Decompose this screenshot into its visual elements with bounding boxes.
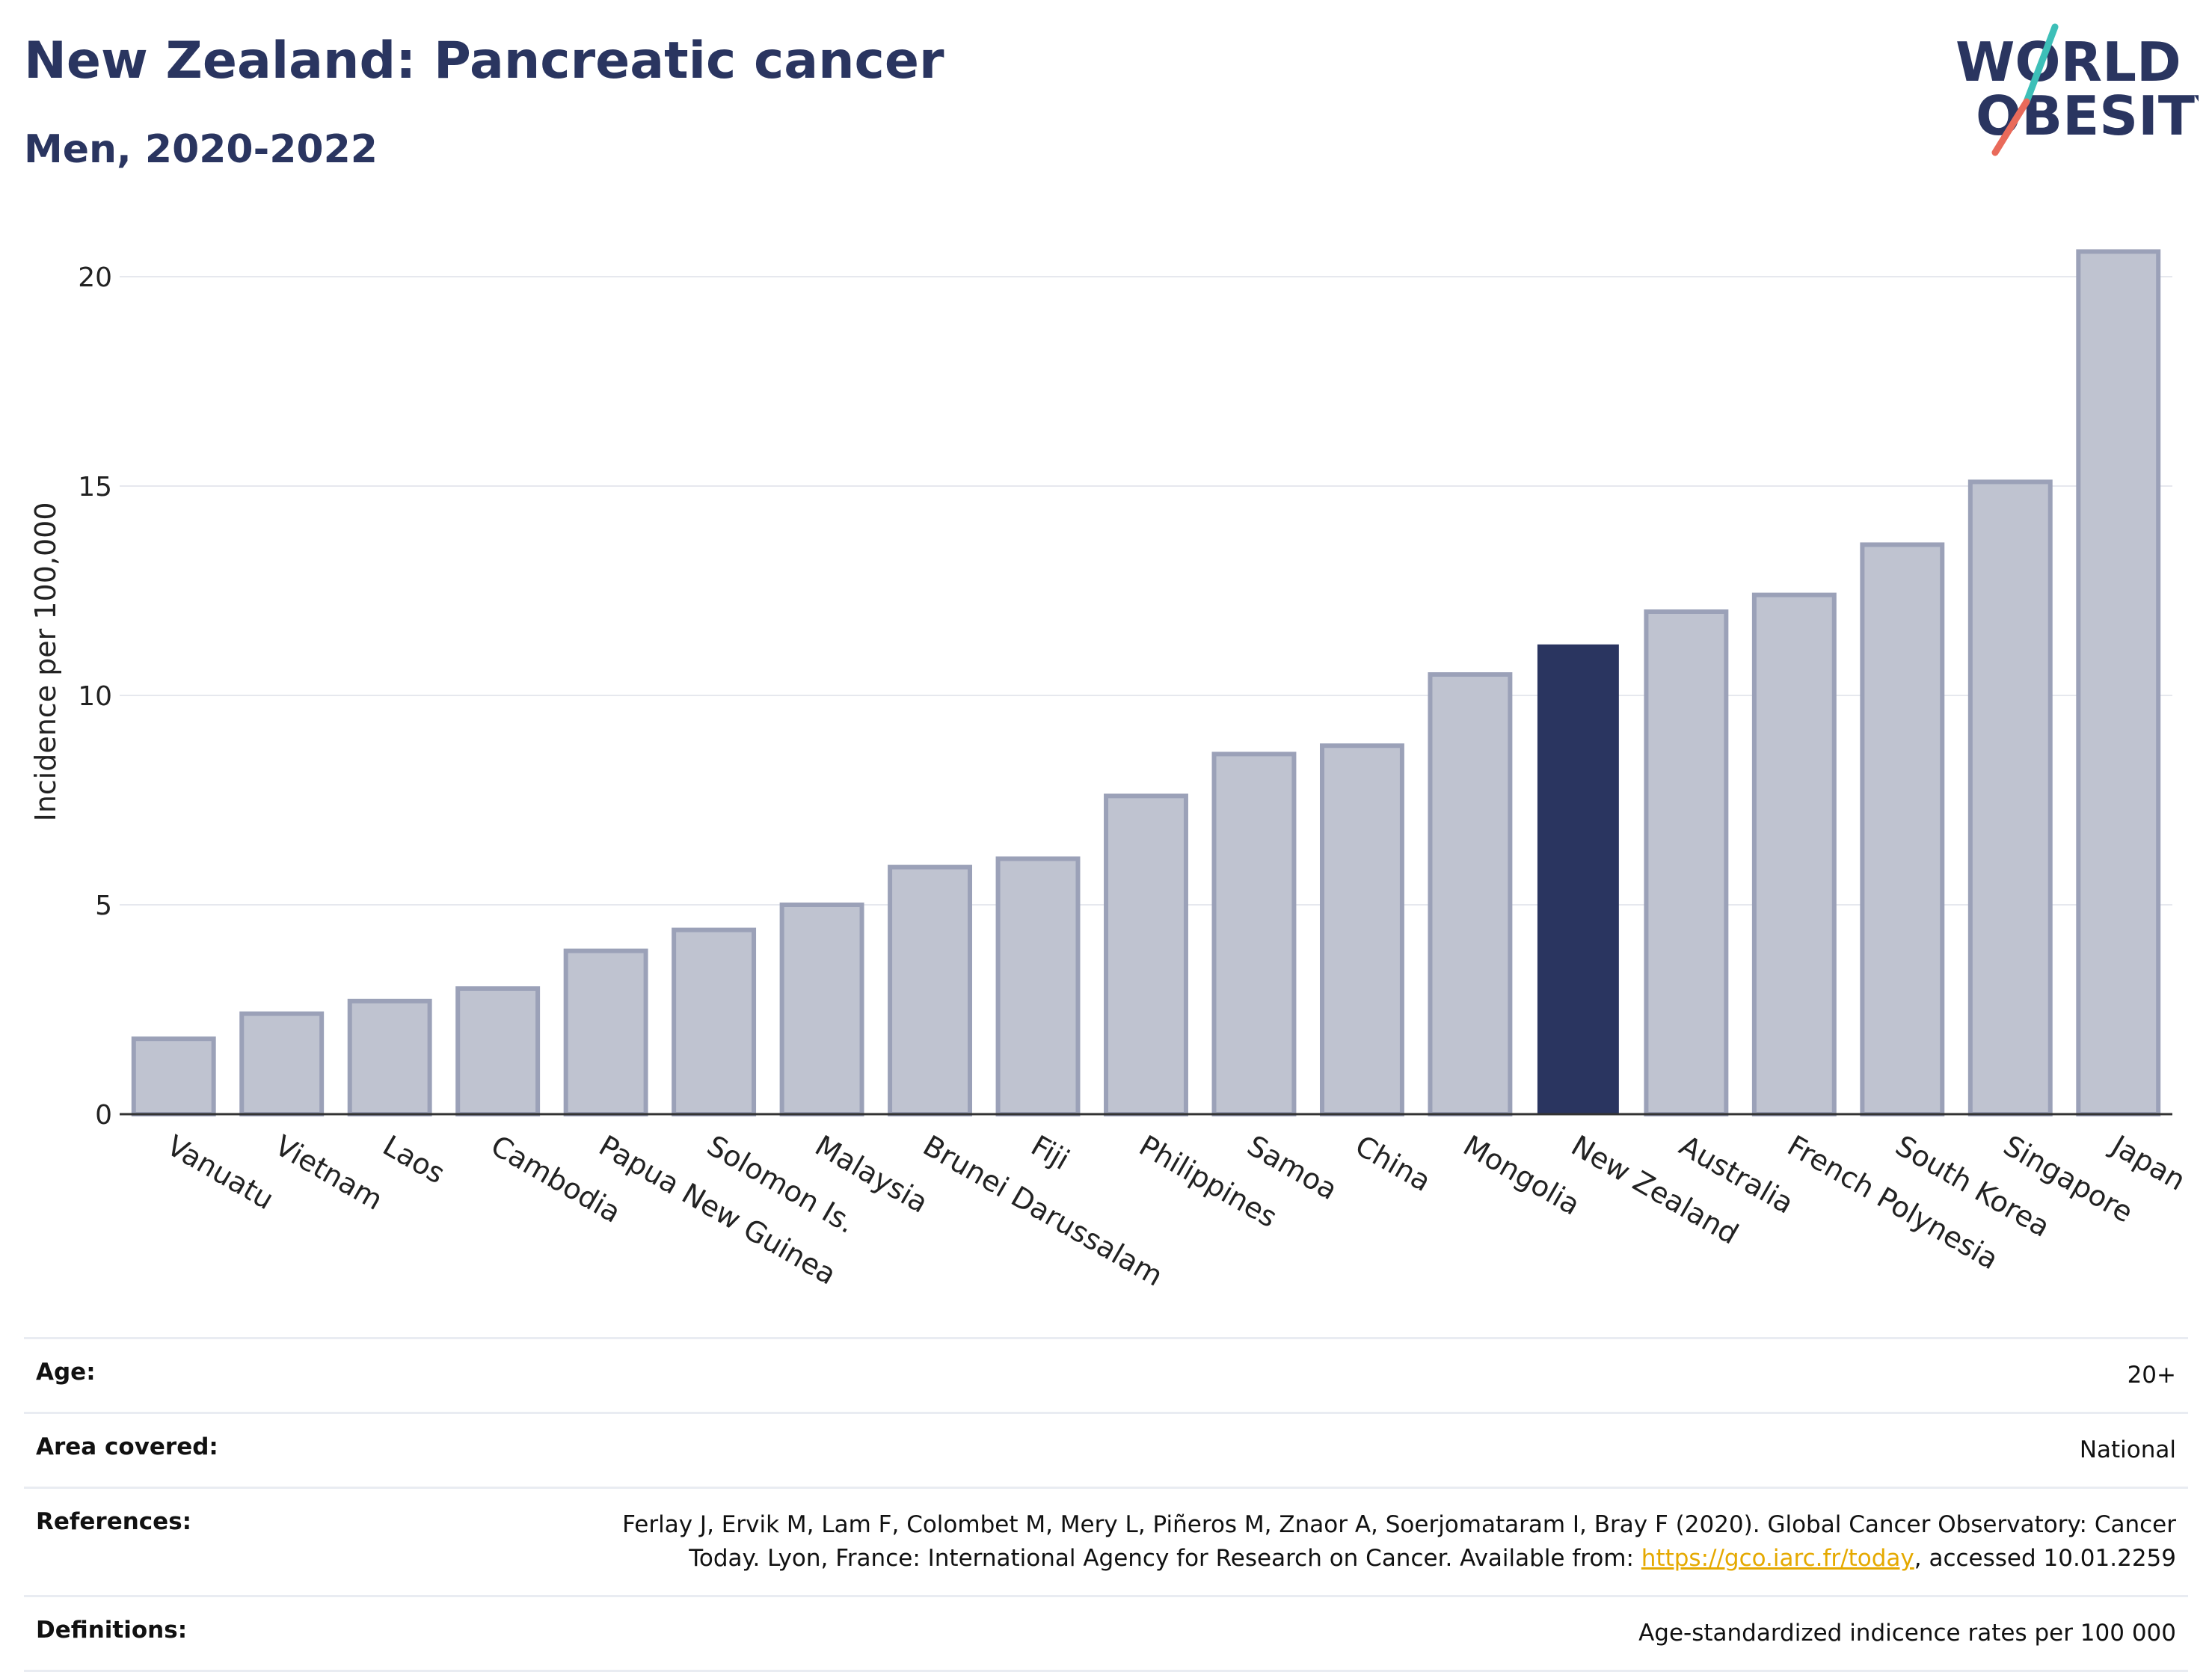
references-label: References: — [36, 1507, 192, 1535]
bar-vanuatu[interactable] — [131, 1036, 216, 1116]
references-link[interactable]: https://gco.iarc.fr/today — [1641, 1544, 1914, 1572]
bar-singapore[interactable] — [1967, 479, 2053, 1116]
bar-french-polynesia[interactable] — [1751, 592, 1837, 1116]
bar-new-zealand[interactable] — [1537, 644, 1619, 1115]
x-tick-label: Vietnam — [269, 1129, 388, 1217]
bar-japan[interactable] — [2076, 249, 2161, 1116]
logo-word-obesity: OBESITY — [1976, 84, 2199, 147]
x-tick-label: Fiji — [1026, 1129, 1075, 1176]
references-text-part1: Ferlay J, Ervik M, Lam F, Colombet M, Me… — [622, 1510, 2176, 1572]
y-tick-label: 0 — [95, 1100, 112, 1131]
bar-fiji[interactable] — [995, 856, 1081, 1117]
y-tick-label: 10 — [78, 681, 112, 712]
bar-south-korea[interactable] — [1860, 542, 1945, 1116]
y-tick-label: 5 — [95, 891, 112, 921]
bar-china[interactable] — [1319, 743, 1404, 1116]
world-obesity-logo: WORLD OBESITY — [1956, 23, 2199, 156]
age-value: 20+ — [2127, 1362, 2176, 1389]
bar-laos[interactable] — [347, 998, 432, 1117]
bars — [131, 249, 2161, 1117]
y-axis-label: Incidence per 100,000 — [29, 502, 62, 821]
x-tick-label: China — [1350, 1129, 1437, 1198]
age-label: Age: — [36, 1359, 96, 1386]
bar-cambodia[interactable] — [455, 986, 541, 1116]
page-title: New Zealand: Pancreatic cancer — [24, 31, 944, 90]
bar-solomon-is[interactable] — [672, 927, 757, 1116]
x-tick-label: Mongolia — [1457, 1129, 1585, 1222]
bar-mongolia[interactable] — [1428, 672, 1513, 1116]
bar-malaysia[interactable] — [779, 903, 864, 1116]
info-row-age: Age: 20+ — [24, 1337, 2188, 1412]
info-row-references: References: Ferlay J, Ervik M, Lam F, Co… — [24, 1486, 2188, 1595]
definitions-value: Age-standardized indicence rates per 100… — [1638, 1619, 2176, 1647]
x-tick-label: Japan — [2105, 1128, 2192, 1197]
bar-australia[interactable] — [1644, 609, 1729, 1116]
area-value: National — [2079, 1436, 2176, 1463]
definitions-label: Definitions: — [36, 1616, 188, 1644]
logo-word-world: WORLD — [1956, 31, 2181, 93]
y-tick-label: 15 — [78, 472, 112, 502]
page-subtitle: Men, 2020-2022 — [24, 127, 378, 172]
logo-slash-coral — [1991, 98, 2030, 156]
info-row-definitions: Definitions: Age-standardized indicence … — [24, 1594, 2188, 1672]
y-tick-labels: 0 5 10 15 20 — [78, 262, 112, 1131]
references-text-part2: , accessed 10.01.2259 — [1914, 1544, 2176, 1572]
y-tick-label: 20 — [78, 262, 112, 293]
bar-vietnam[interactable] — [239, 1011, 325, 1116]
area-label: Area covered: — [36, 1433, 218, 1460]
logo-slash-teal — [2023, 23, 2059, 105]
x-tick-label: Laos — [378, 1129, 451, 1190]
references-value: Ferlay J, Ervik M, Lam F, Colombet M, Me… — [568, 1508, 2176, 1576]
bar-philippines[interactable] — [1104, 793, 1188, 1117]
bar-brunei-darussalam[interactable] — [888, 864, 973, 1116]
bar-samoa[interactable] — [1211, 752, 1297, 1117]
x-tick-label: Vanuatu — [162, 1129, 280, 1216]
info-row-area: Area covered: National — [24, 1411, 2188, 1487]
bar-papua-new-guinea[interactable] — [563, 948, 648, 1116]
info-table: Age: 20+ Area covered: National Referenc… — [24, 1337, 2188, 1672]
